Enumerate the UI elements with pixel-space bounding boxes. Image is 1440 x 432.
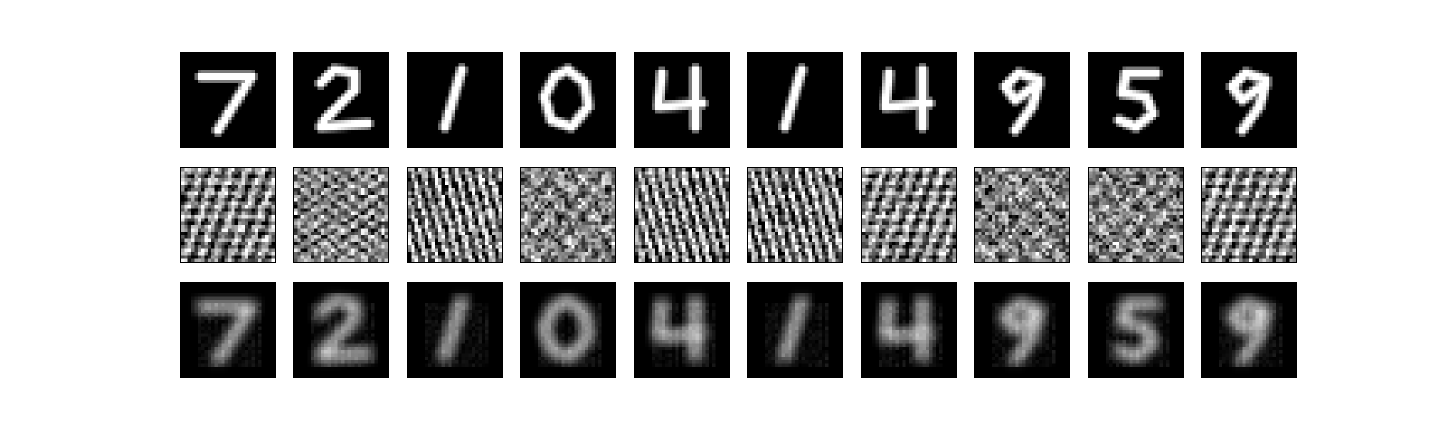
original-digits-tile-6 bbox=[747, 52, 843, 148]
original-digits-tile-8 bbox=[974, 52, 1070, 148]
reconstructions-image-4 bbox=[521, 283, 615, 377]
original-digits-image-8 bbox=[975, 53, 1069, 147]
original-digits-image-3 bbox=[408, 53, 502, 147]
reconstructions-tile-10 bbox=[1201, 282, 1297, 378]
reconstructions-tile-9 bbox=[1088, 282, 1184, 378]
reconstructions-tile-7 bbox=[861, 282, 957, 378]
encoded-noise-tile-4 bbox=[520, 167, 616, 263]
encoded-noise-image-9 bbox=[1089, 168, 1183, 262]
encoded-noise-tile-10 bbox=[1201, 167, 1297, 263]
reconstructions-image-9 bbox=[1089, 283, 1183, 377]
original-digits-tile-4 bbox=[520, 52, 616, 148]
encoded-noise-image-8 bbox=[975, 168, 1069, 262]
reconstructions-tile-1 bbox=[180, 282, 276, 378]
encoded-noise-image-4 bbox=[521, 168, 615, 262]
encoded-noise-tile-3 bbox=[407, 167, 503, 263]
original-digits-image-2 bbox=[294, 53, 388, 147]
encoded-noise-image-5 bbox=[635, 168, 729, 262]
reconstructions-tile-3 bbox=[407, 282, 503, 378]
reconstructions-image-1 bbox=[181, 283, 275, 377]
original-digits-image-4 bbox=[521, 53, 615, 147]
reconstructions-tile-2 bbox=[293, 282, 389, 378]
encoded-noise-image-6 bbox=[748, 168, 842, 262]
original-digits-image-6 bbox=[748, 53, 842, 147]
encoded-noise-tile-9 bbox=[1088, 167, 1184, 263]
reconstructions-tile-4 bbox=[520, 282, 616, 378]
original-digits-tile-1 bbox=[180, 52, 276, 148]
reconstructions-image-2 bbox=[294, 283, 388, 377]
original-digits-image-5 bbox=[635, 53, 729, 147]
original-digits-image-7 bbox=[862, 53, 956, 147]
encoded-noise-image-10 bbox=[1202, 168, 1296, 262]
original-digits-tile-7 bbox=[861, 52, 957, 148]
encoded-noise-tile-7 bbox=[861, 167, 957, 263]
reconstructions-image-10 bbox=[1202, 283, 1296, 377]
encoded-noise-image-1 bbox=[181, 168, 275, 262]
encoded-noise-image-3 bbox=[408, 168, 502, 262]
reconstructions-tile-5 bbox=[634, 282, 730, 378]
original-digits-image-9 bbox=[1089, 53, 1183, 147]
encoded-noise-tile-8 bbox=[974, 167, 1070, 263]
reconstructions-tile-6 bbox=[747, 282, 843, 378]
encoded-noise-image-7 bbox=[862, 168, 956, 262]
reconstructions-image-6 bbox=[748, 283, 842, 377]
reconstructions-image-8 bbox=[975, 283, 1069, 377]
original-digits-tile-10 bbox=[1201, 52, 1297, 148]
original-digits-image-10 bbox=[1202, 53, 1296, 147]
encoded-noise-tile-6 bbox=[747, 167, 843, 263]
reconstructions-image-7 bbox=[862, 283, 956, 377]
encoded-noise-tile-2 bbox=[293, 167, 389, 263]
reconstructions-image-3 bbox=[408, 283, 502, 377]
reconstructions-tile-8 bbox=[974, 282, 1070, 378]
original-digits-tile-2 bbox=[293, 52, 389, 148]
original-digits-tile-5 bbox=[634, 52, 730, 148]
reconstructions-image-5 bbox=[635, 283, 729, 377]
original-digits-image-1 bbox=[181, 53, 275, 147]
encoded-noise-tile-5 bbox=[634, 167, 730, 263]
original-digits-tile-9 bbox=[1088, 52, 1184, 148]
original-digits-tile-3 bbox=[407, 52, 503, 148]
encoded-noise-image-2 bbox=[294, 168, 388, 262]
encoded-noise-tile-1 bbox=[180, 167, 276, 263]
